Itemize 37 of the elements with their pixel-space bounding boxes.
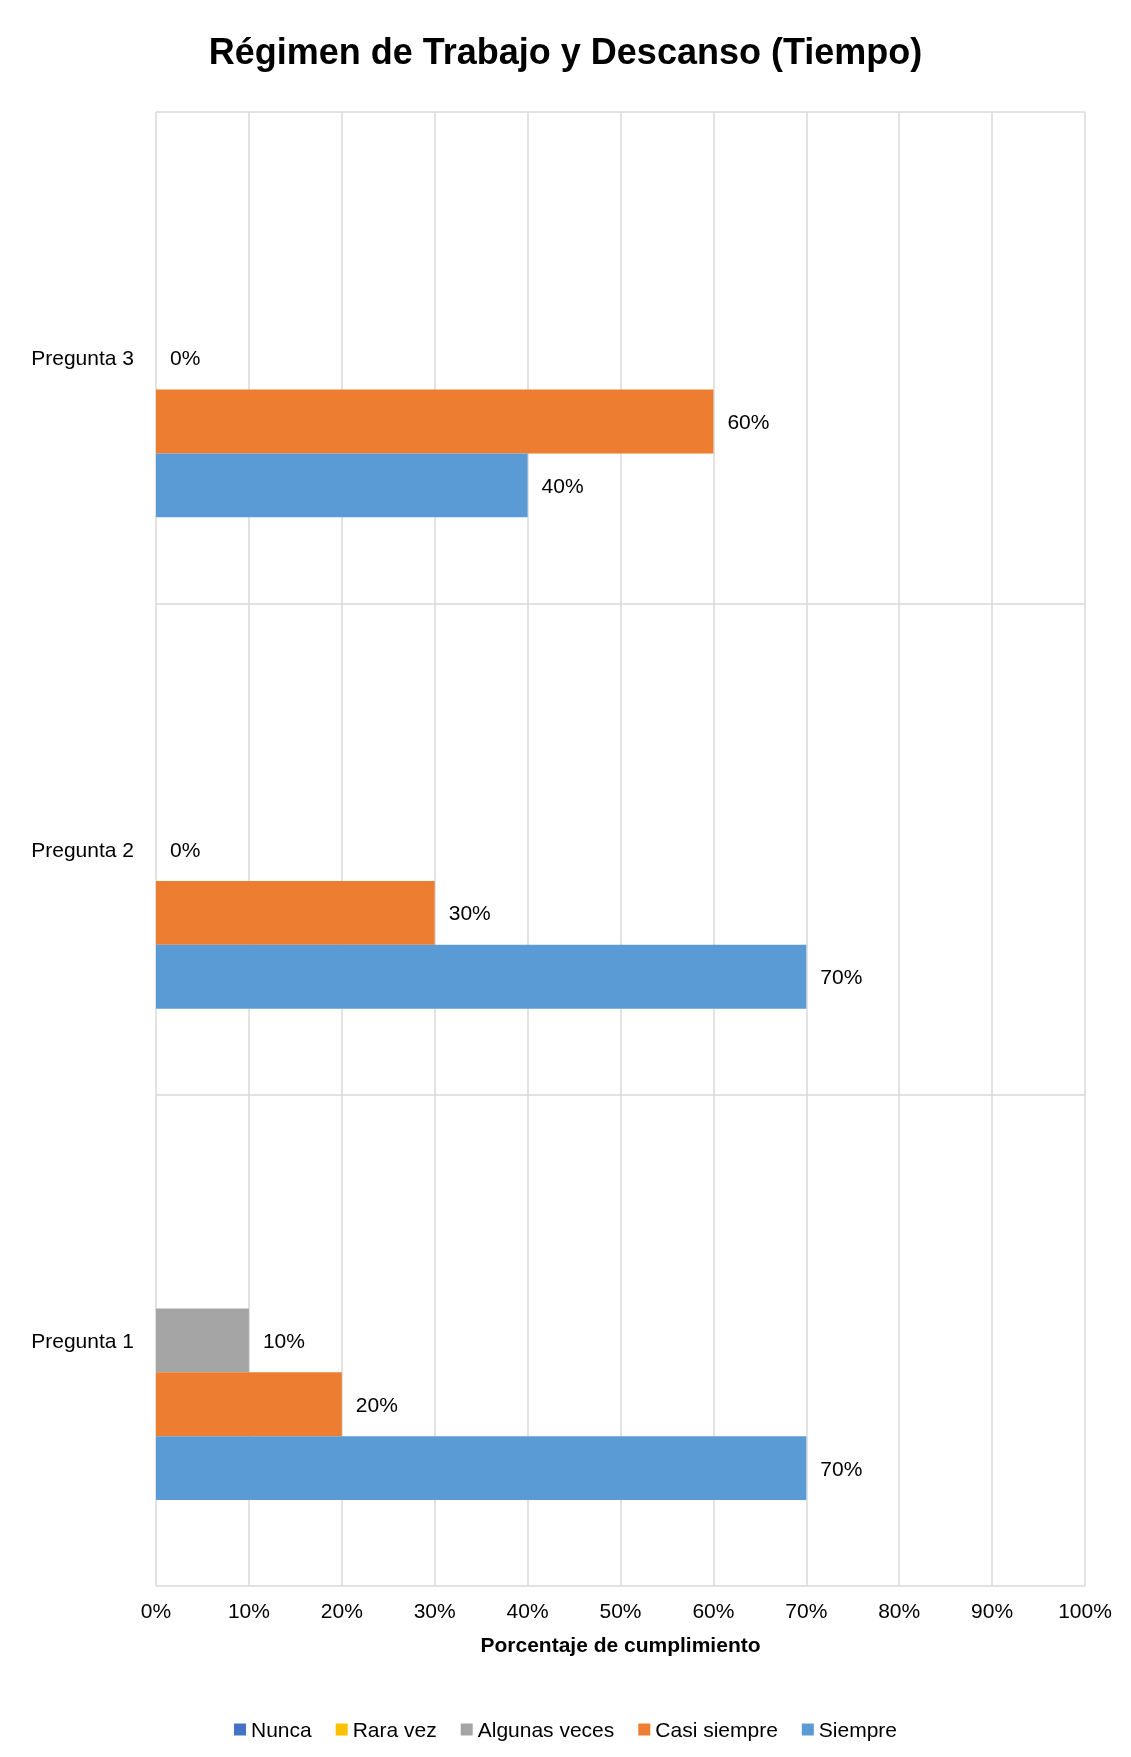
x-tick-label: 100% [1058, 1599, 1112, 1622]
x-tick-label: 40% [506, 1599, 549, 1622]
chart-title: Régimen de Trabajo y Descanso (Tiempo) [208, 30, 923, 72]
x-tick-label: 70% [785, 1599, 828, 1622]
x-tick-label: 50% [599, 1599, 642, 1622]
data-label: 40% [541, 473, 584, 497]
data-label: 30% [448, 901, 491, 925]
legend-label: Nunca [250, 1718, 312, 1741]
bar [156, 1436, 807, 1501]
x-tick-label: 20% [320, 1599, 363, 1622]
legend-label: Rara vez [352, 1718, 437, 1741]
legend-label: Algunas veces [477, 1718, 615, 1741]
x-tick-label: 90% [971, 1599, 1014, 1622]
legend-label: Casi siempre [655, 1718, 778, 1741]
data-label: 70% [820, 965, 863, 989]
x-tick-label: 0% [140, 1599, 172, 1622]
data-label: 0% [170, 346, 201, 370]
legend-label: Siempre [818, 1718, 898, 1741]
data-label: 10% [262, 1328, 305, 1352]
bar [156, 389, 714, 454]
x-tick-label: 30% [413, 1599, 456, 1622]
data-label: 20% [355, 1392, 398, 1416]
data-label: 0% [170, 837, 201, 861]
bar [156, 880, 435, 945]
x-axis-title: Porcentaje de cumplimiento [480, 1633, 761, 1656]
y-tick-label: Pregunta 2 [31, 837, 134, 861]
bar [156, 944, 807, 1009]
x-tick-label: 80% [878, 1599, 921, 1622]
y-tick-label: Pregunta 3 [31, 346, 134, 370]
y-tick-label: Pregunta 1 [31, 1328, 134, 1352]
data-label: 70% [820, 1456, 863, 1480]
data-label: 60% [727, 410, 770, 434]
x-tick-label: 10% [227, 1599, 270, 1622]
bar [156, 1308, 249, 1373]
x-tick-label: 60% [692, 1599, 735, 1622]
bar [156, 1372, 342, 1437]
bar [156, 453, 528, 518]
